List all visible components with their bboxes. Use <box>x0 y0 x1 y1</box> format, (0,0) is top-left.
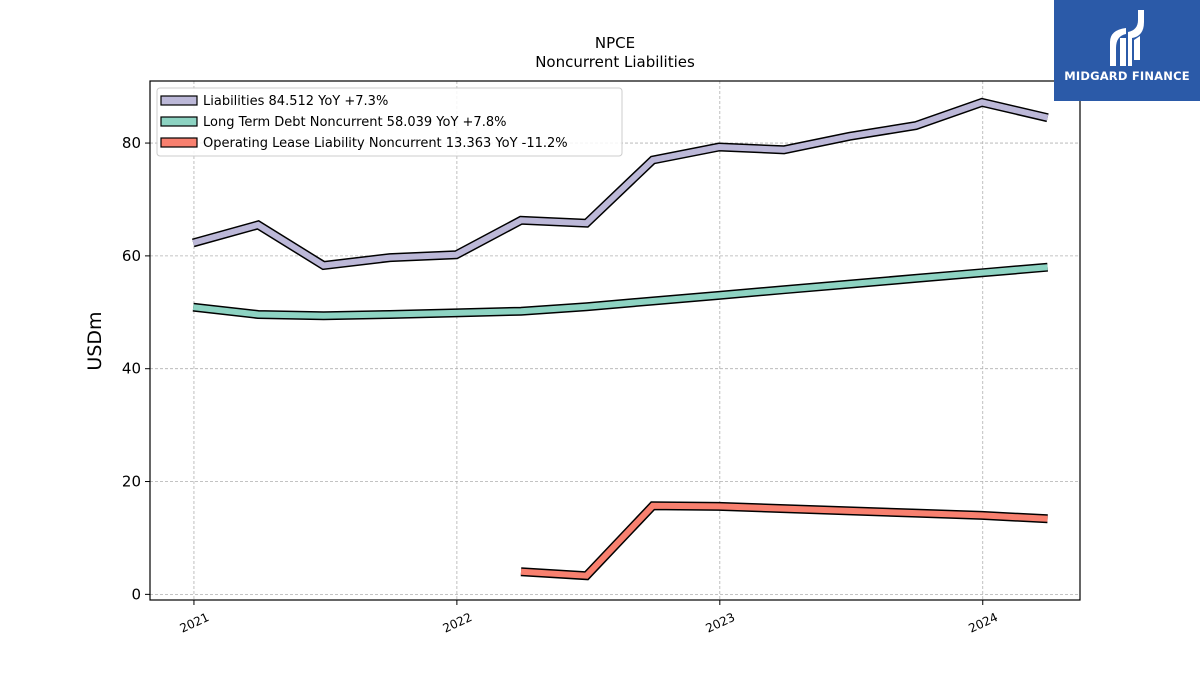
brand-logo: MIDGARD FINANCE <box>1054 0 1200 101</box>
y-axis: 0 20 40 60 80 <box>122 134 150 603</box>
y-tick-label: 60 <box>122 247 141 265</box>
plot-frame <box>149 80 1081 601</box>
legend: Liabilities 84.512 YoY +7.3% Long Term De… <box>156 87 623 157</box>
legend-label: Operating Lease Liability Noncurrent 13.… <box>203 136 568 151</box>
series-line <box>192 264 1048 319</box>
legend-label: Liabilities 84.512 YoY +7.3% <box>203 94 388 109</box>
legend-swatch <box>160 116 198 127</box>
x-axis: 2021 2022 2023 2024 <box>178 600 1000 636</box>
y-axis-label: USDm <box>84 311 106 370</box>
series-2 <box>192 262 1048 321</box>
series-line-outline <box>192 262 1048 321</box>
series-line <box>520 502 1048 579</box>
series-3 <box>520 501 1048 581</box>
x-tick-label: 2024 <box>966 610 1000 636</box>
series-1 <box>191 97 1049 271</box>
legend-label: Long Term Debt Noncurrent 58.039 YoY +7.… <box>203 115 506 130</box>
x-tick-label: 2023 <box>703 610 737 636</box>
chart-subtitle: Noncurrent Liabilities <box>535 53 695 71</box>
brand-name: MIDGARD FINANCE <box>1064 69 1190 83</box>
x-tick-label: 2021 <box>178 610 212 636</box>
legend-box <box>156 87 623 157</box>
midgard-logo-icon <box>1110 10 1144 66</box>
y-tick-label: 0 <box>131 585 141 603</box>
chart-title: NPCE <box>595 34 635 52</box>
y-tick-label: 40 <box>122 360 141 378</box>
series-line <box>192 99 1049 269</box>
x-tick-label: 2022 <box>441 610 475 636</box>
legend-swatch <box>160 95 198 106</box>
legend-swatch <box>160 137 198 148</box>
grid <box>150 81 1080 600</box>
y-tick-label: 80 <box>122 134 141 152</box>
series-layer <box>191 97 1049 581</box>
y-tick-label: 20 <box>122 473 141 491</box>
